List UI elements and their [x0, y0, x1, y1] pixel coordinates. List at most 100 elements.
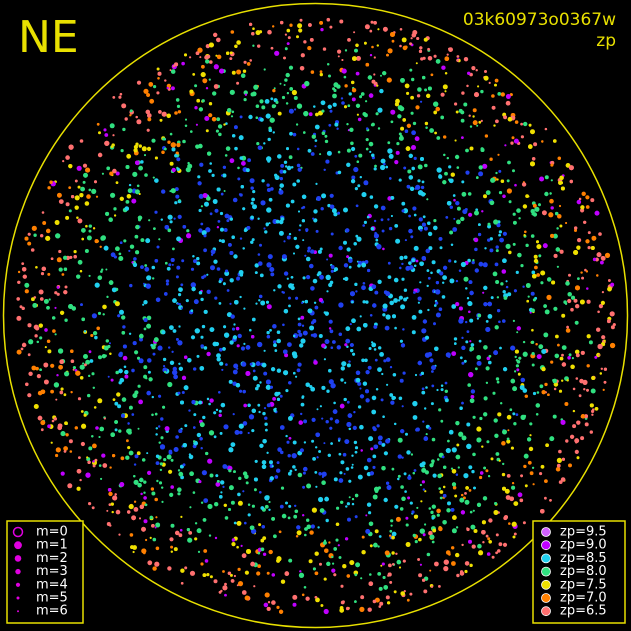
- star: [487, 224, 491, 229]
- star: [155, 454, 160, 458]
- star: [449, 205, 453, 209]
- star: [365, 138, 369, 142]
- star: [314, 551, 319, 556]
- star: [259, 99, 264, 104]
- star: [395, 150, 400, 155]
- star: [280, 20, 284, 25]
- star: [560, 419, 566, 425]
- star: [288, 304, 291, 308]
- star: [55, 233, 61, 239]
- star: [347, 38, 351, 42]
- star: [285, 102, 289, 105]
- star: [365, 370, 370, 375]
- star: [378, 535, 382, 538]
- star: [536, 391, 540, 394]
- star: [580, 299, 585, 305]
- star: [330, 265, 335, 269]
- star: [528, 446, 534, 452]
- star: [531, 270, 536, 275]
- star: [513, 501, 519, 506]
- star: [251, 317, 256, 322]
- star: [368, 511, 372, 515]
- star: [529, 434, 532, 437]
- star: [232, 369, 238, 375]
- star: [206, 397, 210, 401]
- star: [397, 114, 402, 119]
- star: [323, 541, 327, 545]
- star: [426, 198, 429, 201]
- star: [425, 433, 428, 436]
- star: [392, 314, 396, 319]
- star: [229, 158, 235, 164]
- star: [315, 112, 319, 117]
- star: [91, 313, 97, 319]
- star: [105, 339, 110, 343]
- star: [345, 228, 350, 233]
- star: [200, 447, 203, 450]
- star: [59, 390, 64, 395]
- star: [242, 207, 246, 211]
- star: [424, 523, 427, 526]
- zp-symbol: [541, 579, 551, 590]
- star: [412, 401, 418, 407]
- star: [167, 214, 173, 220]
- zp-label: zp=9.0: [560, 538, 607, 553]
- star: [444, 56, 450, 61]
- star: [199, 56, 202, 59]
- star: [263, 407, 267, 410]
- star: [522, 285, 525, 288]
- star: [246, 226, 251, 230]
- star: [502, 319, 506, 323]
- star: [365, 300, 369, 304]
- star: [177, 391, 181, 395]
- star: [290, 199, 295, 204]
- magnitude-symbol: [17, 610, 19, 613]
- star: [530, 209, 535, 214]
- star: [74, 426, 78, 430]
- star: [176, 142, 181, 148]
- star: [144, 173, 148, 177]
- star: [417, 301, 420, 304]
- star: [217, 220, 221, 223]
- star: [110, 145, 114, 148]
- star: [385, 165, 389, 169]
- star: [192, 491, 196, 494]
- star: [469, 290, 474, 296]
- star: [421, 467, 427, 473]
- star: [452, 227, 458, 232]
- star: [224, 332, 230, 338]
- star: [147, 117, 152, 122]
- star: [514, 183, 517, 187]
- star: [77, 185, 81, 189]
- star: [112, 96, 116, 99]
- star: [465, 170, 470, 175]
- star: [570, 307, 574, 312]
- star: [494, 83, 497, 87]
- star: [467, 258, 471, 263]
- star: [215, 474, 219, 478]
- star: [226, 219, 230, 223]
- star: [522, 204, 528, 209]
- star: [448, 47, 451, 50]
- star: [135, 160, 140, 166]
- star: [219, 495, 223, 499]
- star: [387, 572, 392, 577]
- star: [345, 537, 349, 541]
- star: [109, 352, 112, 355]
- star: [170, 485, 174, 489]
- star: [247, 432, 250, 434]
- star: [444, 398, 449, 403]
- star: [19, 305, 23, 309]
- star: [92, 460, 95, 463]
- star: [450, 467, 454, 470]
- star: [293, 334, 296, 338]
- star: [448, 165, 452, 169]
- star: [592, 257, 597, 262]
- star: [281, 513, 287, 519]
- star: [381, 443, 386, 447]
- star: [529, 471, 534, 476]
- star: [339, 608, 345, 613]
- star: [200, 222, 204, 226]
- star: [295, 244, 300, 249]
- star: [63, 450, 67, 453]
